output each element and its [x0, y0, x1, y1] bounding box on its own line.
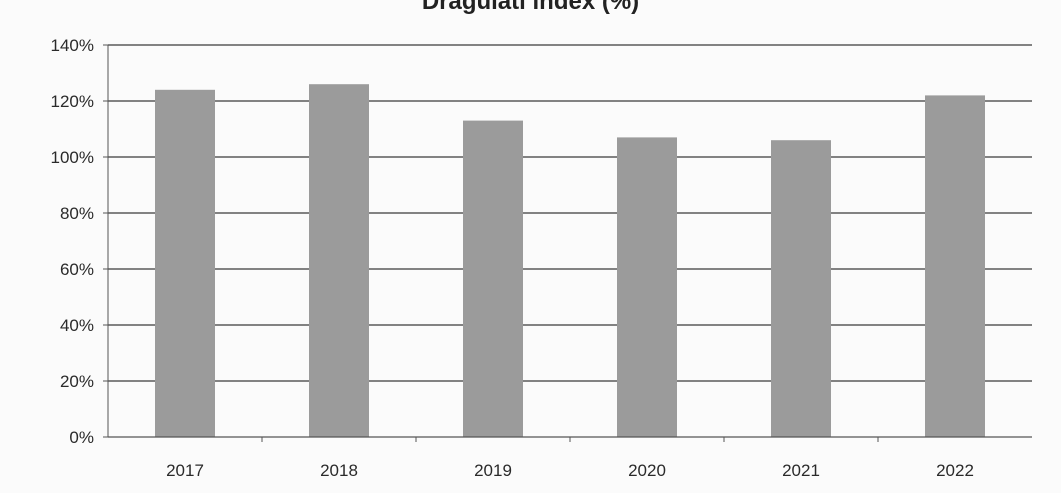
- bar-2017: [155, 89, 215, 438]
- bar-2020: [617, 137, 677, 437]
- y-tick-label: 60%: [60, 260, 94, 279]
- y-tick-label: 40%: [60, 316, 94, 335]
- gridlines: [108, 44, 1032, 382]
- x-tick-label: 2021: [782, 461, 820, 480]
- x-tick-label: 2018: [320, 461, 358, 480]
- bar-2018: [309, 84, 369, 437]
- chart-title: Dráguláti index (%): [421, 0, 640, 15]
- x-tick-label: 2019: [474, 461, 512, 480]
- y-tick-label: 100%: [51, 148, 94, 167]
- bars: [155, 84, 985, 438]
- y-tick-label: 80%: [60, 204, 94, 223]
- x-tick-label: 2017: [166, 461, 204, 480]
- axes: [103, 44, 1032, 442]
- y-tick-label: 140%: [51, 36, 94, 55]
- y-tick-label: 120%: [51, 92, 94, 111]
- tick-labels: 0% 20% 40% 60% 80% 100% 120% 140% 2017 2018 2019 20…: [51, 36, 974, 480]
- bar-2022: [925, 95, 985, 438]
- x-tick-label: 2020: [628, 461, 666, 480]
- bar-2019: [463, 120, 523, 437]
- x-tick-label: 2022: [936, 461, 974, 480]
- bar-2021: [771, 140, 831, 437]
- y-tick-label: 0%: [69, 428, 94, 447]
- y-tick-label: 20%: [60, 372, 94, 391]
